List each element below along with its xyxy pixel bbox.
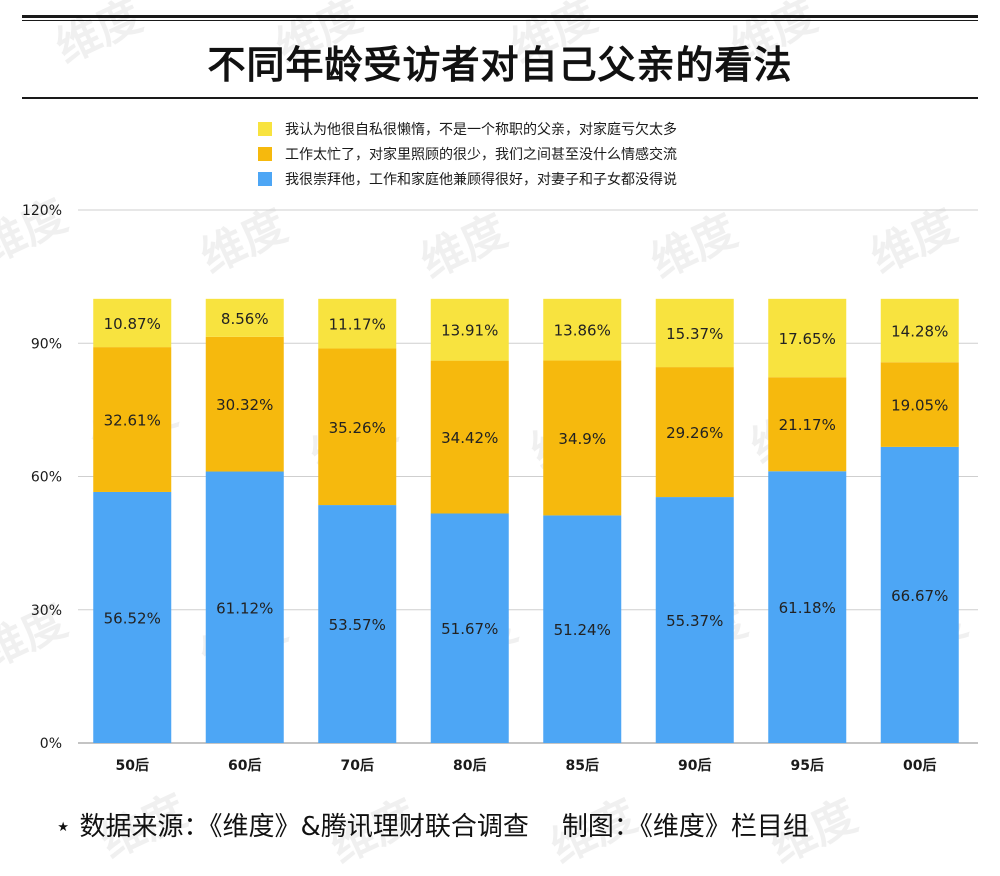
bar-segment — [543, 515, 622, 743]
y-axis: 0% 30% 60% 90% 120% — [22, 203, 62, 752]
y-tick-label: 30% — [31, 603, 62, 619]
legend-label: 我认为他很自私很懒惰，不是一个称职的父亲，对家庭亏欠太多 — [285, 121, 677, 138]
bar-segment — [768, 377, 847, 472]
bar-segment — [543, 298, 622, 361]
x-tick-label: 70后 — [341, 757, 374, 774]
data-label: 15.37% — [666, 325, 723, 343]
x-tick-label: 00后 — [903, 757, 936, 774]
data-label: 19.05% — [891, 397, 948, 415]
data-label: 32.61% — [104, 412, 161, 430]
footer-source: ⋆ 数据来源：《维度》&腾讯理财联合调查 制图：《维度》栏目组 — [55, 812, 809, 842]
bar-segment — [430, 513, 509, 743]
bar-segment — [318, 505, 397, 743]
data-label: 35.26% — [329, 419, 386, 437]
bar-segment — [768, 471, 847, 743]
data-label: 14.28% — [891, 323, 948, 341]
x-tick-label: 90后 — [678, 757, 711, 774]
watermark-logo: 维度 — [48, 0, 149, 74]
bar-segment — [655, 497, 734, 743]
watermark-logo: 维度 — [413, 205, 514, 288]
bar-segment — [318, 348, 397, 506]
data-label: 53.57% — [329, 616, 386, 634]
data-label: 29.26% — [666, 424, 723, 442]
bar-segment — [93, 298, 172, 348]
data-label: 34.9% — [558, 430, 606, 448]
data-label: 8.56% — [221, 310, 269, 328]
bars: 56.52% 32.61% 10.87% 61.12% 30.32% 8.56% 53.57… — [93, 298, 959, 743]
bar-segment — [93, 491, 172, 743]
legend-swatch — [258, 122, 272, 136]
x-axis: 50后 60后 70后 80后 85后 90后 95后 00后 — [116, 757, 937, 774]
legend-swatch — [258, 147, 272, 161]
data-label: 66.67% — [891, 587, 948, 605]
bar-segment — [543, 360, 622, 516]
top-rule-thick — [22, 15, 978, 18]
x-tick-label: 80后 — [453, 757, 486, 774]
bar-segment — [318, 298, 397, 349]
data-label: 30.32% — [216, 396, 273, 414]
data-label: 56.52% — [104, 609, 161, 627]
data-label: 11.17% — [329, 316, 386, 334]
legend-swatch — [258, 172, 272, 186]
x-tick-label: 50后 — [116, 757, 149, 774]
bar-segment — [655, 367, 734, 498]
watermark-logo: 维度 — [723, 0, 824, 74]
data-label: 17.65% — [779, 330, 836, 348]
bar-segment — [880, 362, 959, 447]
top-rule-thin — [22, 20, 978, 21]
data-label: 10.87% — [104, 315, 161, 333]
data-label: 21.17% — [779, 416, 836, 434]
watermark-logo: 维度 — [268, 0, 369, 74]
data-label: 51.24% — [554, 621, 611, 639]
x-tick-label: 95后 — [791, 757, 824, 774]
legend-label: 工作太忙了，对家里照顾的很少，我们之间甚至没什么情感交流 — [285, 146, 677, 163]
data-label: 61.18% — [779, 599, 836, 617]
watermark-logo: 维度 — [863, 200, 964, 283]
bar-segment — [655, 298, 734, 368]
bar-segment — [880, 446, 959, 743]
legend: 我认为他很自私很懒惰，不是一个称职的父亲，对家庭亏欠太多工作太忙了，对家里照顾的… — [258, 121, 677, 188]
y-tick-label: 90% — [31, 336, 62, 352]
data-label: 13.86% — [554, 322, 611, 340]
bar-segment — [768, 298, 847, 378]
bar-segment — [430, 360, 509, 514]
data-label: 55.37% — [666, 612, 723, 630]
bar-segment — [205, 336, 284, 472]
data-label: 34.42% — [441, 429, 498, 447]
bar-segment — [205, 298, 284, 337]
bar-segment — [205, 471, 284, 743]
data-label: 61.12% — [216, 599, 273, 617]
y-tick-label: 60% — [31, 470, 62, 486]
data-label: 51.67% — [441, 620, 498, 638]
bar-segment — [93, 347, 172, 492]
watermark-logo: 维度 — [503, 0, 604, 74]
bar-segment — [430, 298, 509, 361]
data-label: 13.91% — [441, 322, 498, 340]
x-tick-label: 60后 — [228, 757, 261, 774]
y-tick-label: 0% — [40, 736, 62, 752]
x-tick-label: 85后 — [566, 757, 599, 774]
bar-segment — [880, 298, 959, 363]
watermark-logo: 维度 — [193, 200, 294, 283]
title-underline — [22, 97, 978, 99]
watermark-logo: 维度 — [643, 205, 744, 288]
legend-label: 我很崇拜他，工作和家庭他兼顾得很好，对妻子和子女都没得说 — [285, 171, 677, 188]
chart-title: 不同年龄受访者对自己父亲的看法 — [207, 43, 793, 87]
y-tick-label: 120% — [22, 203, 62, 219]
